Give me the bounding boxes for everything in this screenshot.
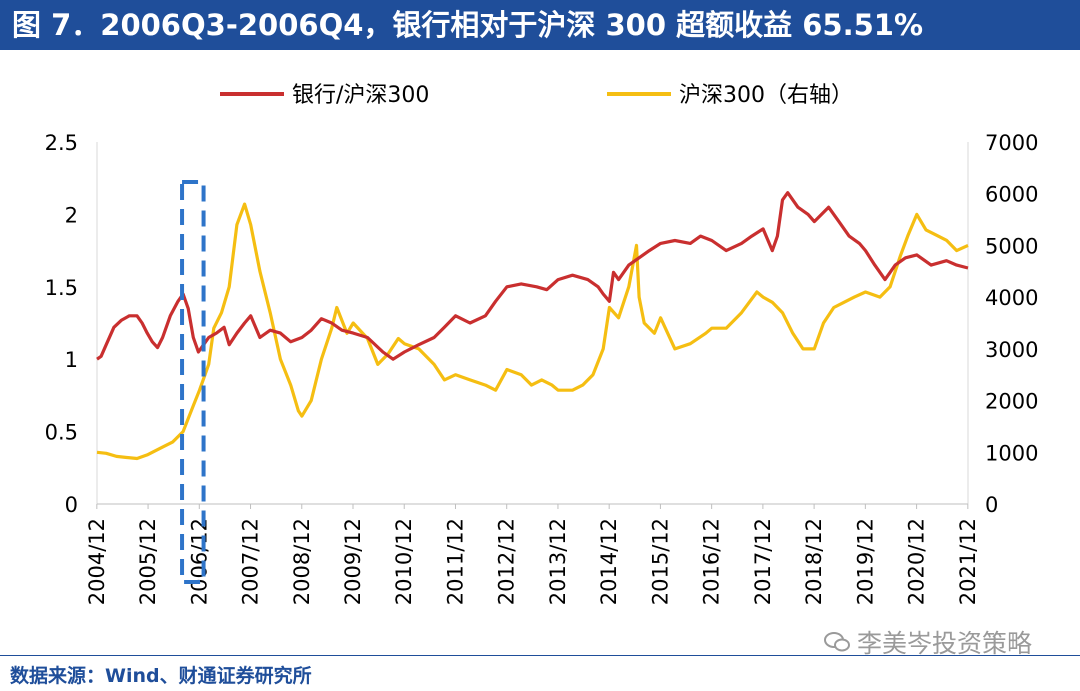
x-tick-label: 2019/12 bbox=[853, 518, 877, 605]
watermark-text: 李美岑投资策略 bbox=[857, 629, 1033, 658]
right-tick-label: 7000 bbox=[985, 131, 1038, 155]
right-tick-label: 0 bbox=[985, 493, 998, 517]
x-tick-label: 2008/12 bbox=[290, 518, 314, 605]
x-tick-label: 2015/12 bbox=[648, 518, 672, 605]
legend-group: 银行/沪深300 沪深300（右轴） bbox=[220, 83, 853, 108]
highlight-period-box bbox=[180, 180, 206, 584]
right-tick-label: 3000 bbox=[985, 338, 1038, 362]
x-tick-label: 2020/12 bbox=[905, 518, 929, 605]
ratio-series-line bbox=[96, 191, 969, 361]
right-tick-label: 2000 bbox=[985, 390, 1038, 414]
chart-title: 图 7．2006Q3-2006Q4，银行相对于沪深 300 超额收益 65.51… bbox=[12, 8, 924, 42]
x-tick-label: 2012/12 bbox=[495, 518, 519, 605]
right-tick-label: 1000 bbox=[985, 441, 1038, 465]
left-tick-label: 0 bbox=[65, 493, 78, 517]
x-tick-label: 2007/12 bbox=[239, 518, 263, 605]
line-chart: 0 0.5 1 1.5 2 2.5 0 1000 2000 3000 4000 5000 6000 700… bbox=[45, 83, 1039, 605]
right-tick-label: 6000 bbox=[985, 183, 1038, 207]
legend-ratio-label: 银行/沪深300 bbox=[292, 83, 429, 108]
left-tick-label: 2.5 bbox=[45, 131, 78, 155]
wechat-icon bbox=[824, 632, 850, 652]
watermark: 李美岑投资策略 bbox=[823, 624, 1032, 660]
x-tick-label: 2010/12 bbox=[392, 518, 416, 605]
left-tick-label: 1 bbox=[65, 348, 78, 372]
series-right-group bbox=[96, 202, 969, 461]
x-tick-label: 2013/12 bbox=[546, 518, 570, 605]
left-tick-label: 2 bbox=[65, 203, 78, 227]
legend-index-label: 沪深300（右轴） bbox=[679, 83, 853, 108]
right-tick-label: 4000 bbox=[985, 286, 1038, 310]
x-tick-label: 2004/12 bbox=[85, 518, 109, 605]
source-note: 数据来源：Wind、财通证券研究所 bbox=[10, 665, 312, 687]
index-series-line bbox=[96, 202, 969, 461]
right-tick-label: 5000 bbox=[985, 234, 1038, 258]
footer-divider bbox=[0, 655, 1080, 656]
x-tick-label: 2006/12 bbox=[187, 518, 211, 605]
x-tick-label: 2021/12 bbox=[956, 518, 980, 605]
x-tick-label: 2014/12 bbox=[597, 518, 621, 605]
axes-group: 0 0.5 1 1.5 2 2.5 0 1000 2000 3000 4000 5000 6000 700… bbox=[45, 131, 1039, 605]
x-tick-label: 2005/12 bbox=[136, 518, 160, 605]
series-left-group bbox=[96, 191, 969, 361]
x-tick-label: 2016/12 bbox=[700, 518, 724, 605]
x-tick-label: 2018/12 bbox=[802, 518, 826, 605]
x-tick-label: 2017/12 bbox=[751, 518, 775, 605]
x-tick-label: 2009/12 bbox=[341, 518, 365, 605]
highlight-group bbox=[180, 180, 206, 584]
left-tick-label: 1.5 bbox=[45, 276, 78, 300]
x-tick-label: 2011/12 bbox=[443, 518, 467, 605]
left-tick-label: 0.5 bbox=[45, 421, 78, 445]
chart-title-bar: 图 7．2006Q3-2006Q4，银行相对于沪深 300 超额收益 65.51… bbox=[0, 0, 1080, 50]
